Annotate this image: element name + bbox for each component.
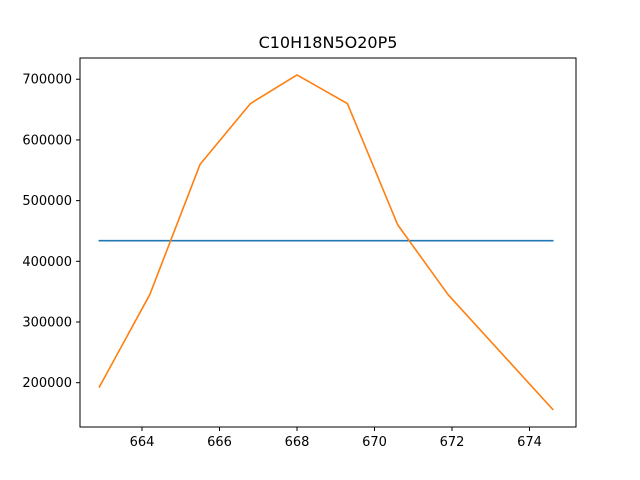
y-tick-label: 600000: [22, 133, 72, 148]
y-tick-label: 700000: [22, 73, 72, 88]
y-tick-label: 500000: [22, 194, 72, 209]
series-line-2: [98, 74, 554, 411]
y-tick-label: 300000: [22, 316, 72, 331]
x-tick-label: 674: [517, 435, 542, 450]
series-layer: [98, 74, 554, 411]
x-tick-label: 670: [362, 435, 387, 450]
y-tick-label: 400000: [22, 255, 72, 270]
x-tick-label: 668: [285, 435, 310, 450]
plot-area-frame: [79, 57, 577, 428]
axes-layer: 664 666 668 670 672 674 200000 300000 400000 5000…: [22, 73, 542, 450]
x-tick-label: 664: [130, 435, 155, 450]
x-tick-label: 672: [440, 435, 465, 450]
chart-title: C10H18N5O20P5: [259, 33, 398, 52]
y-tick-label: 200000: [22, 376, 72, 391]
x-tick-label: 666: [207, 435, 232, 450]
